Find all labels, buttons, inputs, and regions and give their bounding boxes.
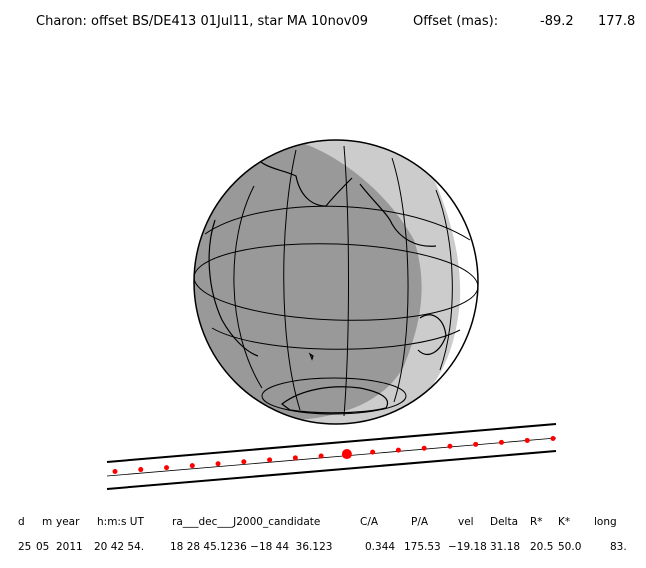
track-point xyxy=(524,437,530,443)
shadow-track xyxy=(106,423,557,490)
track-point xyxy=(112,469,118,474)
header-day: d xyxy=(18,516,25,528)
value-delta: 31.18 xyxy=(490,541,521,553)
antarctic-circle xyxy=(261,377,407,415)
header-vel: vel xyxy=(458,516,474,528)
track-point xyxy=(215,461,221,467)
coastline-island xyxy=(308,352,314,361)
track-point xyxy=(550,436,556,441)
track-point xyxy=(292,455,298,461)
offset-label: Offset (mas): xyxy=(413,14,499,29)
value-pa: 175.53 xyxy=(404,541,441,553)
meridian-line xyxy=(435,189,453,371)
track-point xyxy=(164,465,170,471)
shadow-edge-south xyxy=(106,450,557,490)
table-header-row: d m year h:m:s UT ra___dec___J2000_candi… xyxy=(0,516,646,532)
header-year: year xyxy=(56,516,80,528)
header-delta: Delta xyxy=(490,516,519,528)
shadow-edge-north xyxy=(106,423,557,463)
globe xyxy=(193,139,479,425)
header-long: long xyxy=(594,516,617,528)
value-kstar: 50.0 xyxy=(558,541,582,553)
track-point xyxy=(241,459,247,465)
track-point xyxy=(267,457,273,463)
track-point xyxy=(370,449,376,455)
header-time: h:m:s UT xyxy=(97,516,144,528)
coastline-australia xyxy=(417,314,447,355)
tropic-line-north xyxy=(204,205,471,241)
header-pa: P/A xyxy=(411,516,429,528)
track-point xyxy=(498,439,504,445)
shadow-centerline xyxy=(106,437,557,477)
coastline-asia xyxy=(359,183,437,247)
header-coordinates: ra___dec___J2000_candidate xyxy=(172,516,321,528)
table-row: 25 05 2011 20 42 54. 18 28 45.1236 −18 4… xyxy=(0,541,646,557)
value-coordinates: 18 28 45.1236 −18 44 36.123 xyxy=(170,541,333,553)
meridian-line xyxy=(233,185,263,389)
value-long: 83. xyxy=(610,541,627,553)
track-point xyxy=(189,463,195,469)
track-points xyxy=(112,436,556,474)
track-point xyxy=(395,447,401,453)
coastline-eurasia xyxy=(249,149,353,207)
night-side xyxy=(194,140,422,421)
header-rstar: R* xyxy=(530,516,543,528)
header-kstar: K* xyxy=(558,516,571,528)
value-time: 20 42 54. xyxy=(94,541,145,553)
coastline-antarctica xyxy=(281,386,389,414)
meridian-line xyxy=(391,157,409,403)
value-ca: 0.344 xyxy=(365,541,396,553)
track-point xyxy=(138,467,144,473)
plot-header: Charon: offset BS/DE413 01Jul11, star MA… xyxy=(0,14,646,34)
globe-limb xyxy=(193,139,479,425)
coastline-africa xyxy=(208,219,259,357)
track-point xyxy=(421,445,427,451)
offset-ra-value: -89.2 xyxy=(540,14,574,29)
offset-dec-value: 177.8 xyxy=(598,14,636,29)
coastlines xyxy=(208,149,447,414)
header-month: m xyxy=(42,516,53,528)
closest-approach-point xyxy=(341,449,352,460)
value-month: 05 xyxy=(36,541,50,553)
track-point xyxy=(318,453,324,459)
value-vel: −19.18 xyxy=(448,541,487,553)
track-point xyxy=(447,443,453,449)
value-rstar: 20.5 xyxy=(530,541,554,553)
tropic-line-south xyxy=(211,327,461,350)
meridian-line xyxy=(343,145,349,417)
header-ca: C/A xyxy=(360,516,379,528)
plot-title: Charon: offset BS/DE413 01Jul11, star MA… xyxy=(36,14,369,29)
value-day: 25 xyxy=(18,541,32,553)
track-point xyxy=(473,441,479,447)
value-year: 2011 xyxy=(56,541,83,553)
